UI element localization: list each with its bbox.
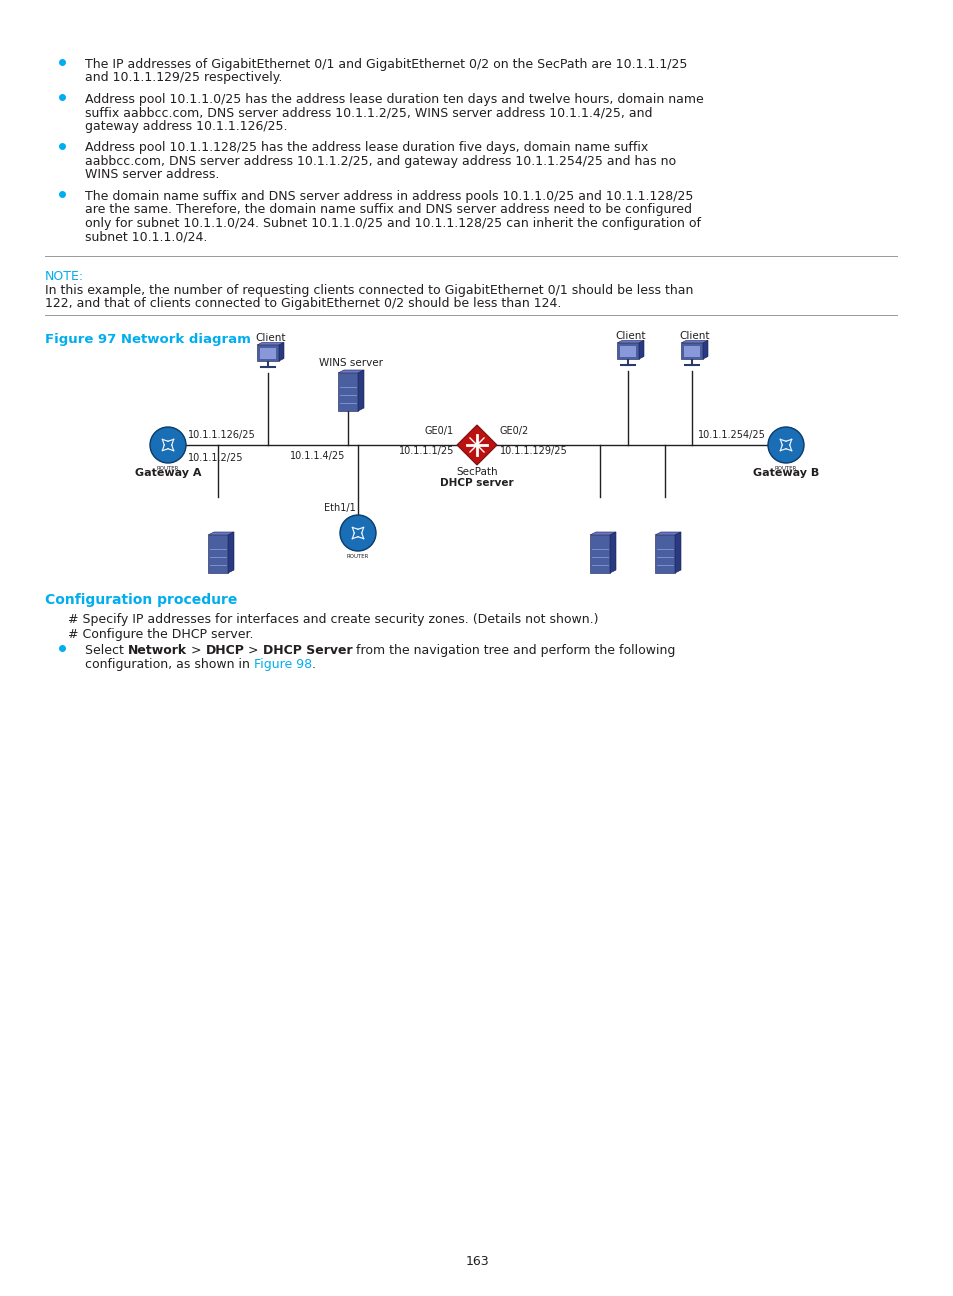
Polygon shape — [208, 535, 228, 573]
Text: are the same. Therefore, the domain name suffix and DNS server address need to b: are the same. Therefore, the domain name… — [85, 203, 691, 216]
Text: .: . — [312, 658, 315, 671]
Text: 10.1.1.2/25: 10.1.1.2/25 — [188, 454, 243, 463]
Text: DHCP server: DHCP server — [439, 478, 514, 489]
Text: suffix aabbcc.com, DNS server address 10.1.1.2/25, WINS server address 10.1.1.4/: suffix aabbcc.com, DNS server address 10… — [85, 106, 652, 119]
Text: 10.1.1.4/25: 10.1.1.4/25 — [290, 451, 345, 461]
Text: ROUTER: ROUTER — [774, 467, 797, 470]
Text: gateway address 10.1.1.126/25.: gateway address 10.1.1.126/25. — [85, 121, 287, 133]
Text: Eth1/1: Eth1/1 — [324, 503, 355, 513]
Text: Select: Select — [85, 644, 128, 657]
Polygon shape — [683, 346, 700, 356]
Text: configuration, as shown in: configuration, as shown in — [85, 658, 253, 671]
Text: # Configure the DHCP server.: # Configure the DHCP server. — [68, 629, 253, 642]
Text: WINS server: WINS server — [318, 358, 382, 368]
Text: Client: Client — [255, 333, 286, 343]
Polygon shape — [589, 531, 616, 535]
Text: Gateway A: Gateway A — [134, 468, 201, 478]
Text: and 10.1.1.129/25 respectively.: and 10.1.1.129/25 respectively. — [85, 71, 282, 84]
Text: ROUTER: ROUTER — [347, 553, 369, 559]
Polygon shape — [589, 535, 609, 573]
Polygon shape — [655, 535, 675, 573]
Polygon shape — [357, 369, 364, 411]
Polygon shape — [617, 343, 639, 359]
Polygon shape — [278, 342, 284, 362]
Polygon shape — [337, 373, 357, 411]
Text: Network: Network — [128, 644, 187, 657]
Polygon shape — [256, 345, 278, 362]
Polygon shape — [675, 531, 680, 573]
Text: 10.1.1.1/25: 10.1.1.1/25 — [398, 446, 454, 456]
Polygon shape — [702, 341, 707, 359]
Text: from the navigation tree and perform the following: from the navigation tree and perform the… — [352, 644, 675, 657]
Text: Figure 97 Network diagram: Figure 97 Network diagram — [45, 333, 251, 346]
Text: ROUTER: ROUTER — [156, 467, 179, 470]
Text: Configuration procedure: Configuration procedure — [45, 594, 237, 607]
Text: aabbcc.com, DNS server address 10.1.1.2/25, and gateway address 10.1.1.254/25 an: aabbcc.com, DNS server address 10.1.1.2/… — [85, 156, 676, 168]
Circle shape — [339, 515, 375, 551]
Polygon shape — [228, 531, 233, 573]
Polygon shape — [680, 343, 702, 359]
Text: The IP addresses of GigabitEthernet 0/1 and GigabitEthernet 0/2 on the SecPath a: The IP addresses of GigabitEthernet 0/1 … — [85, 58, 687, 71]
Text: >: > — [187, 644, 205, 657]
Text: Client: Client — [679, 330, 709, 341]
Text: Gateway B: Gateway B — [752, 468, 819, 478]
Polygon shape — [337, 369, 364, 373]
Text: only for subnet 10.1.1.0/24. Subnet 10.1.1.0/25 and 10.1.1.128/25 can inherit th: only for subnet 10.1.1.0/24. Subnet 10.1… — [85, 216, 700, 229]
Circle shape — [767, 426, 803, 463]
Text: 163: 163 — [465, 1255, 488, 1267]
Text: # Specify IP addresses for interfaces and create security zones. (Details not sh: # Specify IP addresses for interfaces an… — [68, 613, 598, 626]
Text: 10.1.1.254/25: 10.1.1.254/25 — [698, 430, 765, 441]
Text: 122, and that of clients connected to GigabitEthernet 0/2 should be less than 12: 122, and that of clients connected to Gi… — [45, 298, 560, 311]
Text: DHCP: DHCP — [205, 644, 244, 657]
Text: Address pool 10.1.1.128/25 has the address lease duration five days, domain name: Address pool 10.1.1.128/25 has the addre… — [85, 141, 648, 154]
Polygon shape — [609, 531, 616, 573]
Text: SecPath: SecPath — [456, 467, 497, 477]
Polygon shape — [260, 349, 275, 359]
Circle shape — [150, 426, 186, 463]
Text: DHCP Server: DHCP Server — [263, 644, 352, 657]
Polygon shape — [619, 346, 636, 356]
Text: Address pool 10.1.1.0/25 has the address lease duration ten days and twelve hour: Address pool 10.1.1.0/25 has the address… — [85, 93, 703, 106]
Polygon shape — [680, 341, 707, 343]
Text: GE0/1: GE0/1 — [424, 426, 454, 435]
Polygon shape — [256, 342, 284, 345]
Text: subnet 10.1.1.0/24.: subnet 10.1.1.0/24. — [85, 231, 207, 244]
Text: 10.1.1.129/25: 10.1.1.129/25 — [499, 446, 567, 456]
Text: NOTE:: NOTE: — [45, 270, 84, 283]
Text: In this example, the number of requesting clients connected to GigabitEthernet 0: In this example, the number of requestin… — [45, 284, 693, 297]
Text: 10.1.1.126/25: 10.1.1.126/25 — [188, 430, 255, 441]
Text: Figure 98: Figure 98 — [253, 658, 312, 671]
Polygon shape — [456, 425, 497, 465]
Polygon shape — [208, 531, 233, 535]
Polygon shape — [639, 341, 643, 359]
Polygon shape — [655, 531, 680, 535]
Polygon shape — [617, 341, 643, 343]
Text: WINS server address.: WINS server address. — [85, 168, 219, 181]
Text: >: > — [244, 644, 263, 657]
Text: The domain name suffix and DNS server address in address pools 10.1.1.0/25 and 1: The domain name suffix and DNS server ad… — [85, 191, 693, 203]
Text: GE0/2: GE0/2 — [499, 426, 529, 435]
Text: Client: Client — [615, 330, 645, 341]
